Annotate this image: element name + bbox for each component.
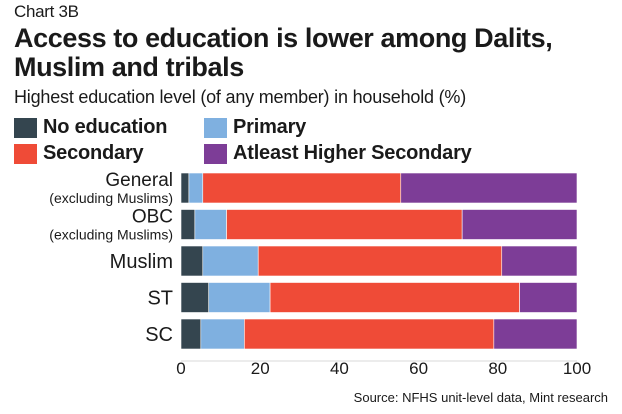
- bar-segment-muslim-1: [202, 245, 259, 277]
- bar-segment-muslim-0: [180, 245, 204, 277]
- bar-segment-st-1: [208, 282, 271, 313]
- x-tick-label: 40: [330, 359, 349, 378]
- chart-title: Access to education is lower among Dalit…: [14, 23, 553, 82]
- x-tick-label: 0: [176, 359, 185, 378]
- bar-segment-st-0: [180, 282, 210, 313]
- x-tick-label: 20: [251, 359, 270, 378]
- bar-segment-sc-1: [200, 318, 245, 350]
- bar-segment-st-2: [269, 282, 520, 313]
- bar-segment-obc-0: [180, 209, 196, 240]
- bar-segment-general-2: [202, 172, 402, 204]
- category-label: Muslim: [110, 251, 173, 273]
- legend-item-secondary: Secondary: [14, 142, 144, 165]
- bar-segment-muslim-3: [501, 245, 578, 277]
- category-label: General: [105, 170, 173, 191]
- legend-item-no-education: No education: [14, 116, 167, 139]
- x-tick-label: 80: [488, 359, 507, 378]
- bar-segment-obc-3: [461, 209, 578, 240]
- x-tick-label: 60: [409, 359, 428, 378]
- legend-label: No education: [43, 116, 168, 138]
- legend-label: Primary: [233, 116, 307, 138]
- legend-item-primary: Primary: [204, 116, 306, 139]
- legend-label: Atleast Higher Secondary: [233, 142, 472, 164]
- legend-item-higher-secondary: Atleast Higher Secondary: [204, 142, 472, 165]
- bar-segment-muslim-2: [257, 245, 503, 277]
- chart-source: Source: NFHS unit-level data, Mint resea…: [353, 390, 608, 405]
- chart-subtitle: Highest education level (of any member) …: [14, 87, 467, 107]
- legend-label: Secondary: [43, 142, 144, 164]
- legend-swatch: [14, 117, 37, 138]
- bar-segment-sc-3: [493, 318, 578, 350]
- bar-segment-st-3: [519, 282, 578, 313]
- bar-segment-sc-0: [180, 318, 202, 350]
- chart-legend: No education Primary Secondary Atleast H…: [14, 116, 614, 166]
- legend-swatch: [204, 143, 227, 164]
- category-sublabel: (excluding Muslims): [49, 190, 173, 206]
- category-label: ST: [147, 288, 173, 310]
- category-label: OBC: [132, 207, 173, 228]
- bar-segment-general-3: [400, 172, 578, 204]
- legend-swatch: [204, 117, 227, 138]
- bar-segment-obc-2: [226, 209, 463, 240]
- x-tick-label: 100: [563, 359, 591, 378]
- category-sublabel: (excluding Muslims): [49, 227, 173, 243]
- chart-kicker: Chart 3B: [14, 2, 79, 21]
- bar-segment-general-0: [180, 172, 190, 204]
- legend-swatch: [14, 143, 37, 164]
- category-label: SC: [145, 324, 173, 346]
- bar-segment-sc-2: [244, 318, 495, 350]
- bar-segment-general-1: [188, 172, 204, 204]
- bar-segment-obc-1: [194, 209, 227, 240]
